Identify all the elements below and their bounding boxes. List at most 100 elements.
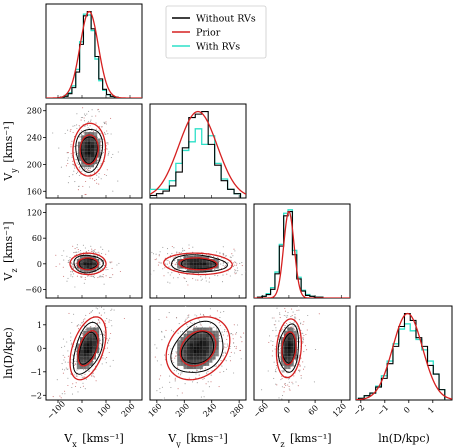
scatter-point (288, 326, 290, 328)
density-cell (83, 356, 87, 360)
density-cell (84, 154, 88, 158)
scatter-point (184, 321, 186, 323)
y-axis-label-lnd: ln(D/kpc) (2, 327, 15, 379)
scatter-point (282, 304, 283, 305)
scatter-point (103, 333, 105, 335)
scatter-point (109, 276, 111, 279)
density-cell (89, 353, 93, 357)
scatter-point (196, 369, 198, 371)
scatter-point (172, 263, 174, 265)
scatter-point (276, 335, 278, 337)
scatter-point (272, 344, 274, 346)
scatter-point (88, 250, 90, 252)
scatter-point (100, 306, 103, 308)
scatter-point (251, 335, 252, 336)
scatter-point (188, 244, 190, 246)
scatter-point (90, 250, 92, 252)
scatter-point (91, 310, 94, 312)
scatter-point (209, 314, 211, 316)
density-cell (80, 265, 84, 269)
density-cell (190, 343, 194, 347)
scatter-point (85, 369, 87, 371)
y-tick-label: 60 (32, 234, 42, 243)
scatter-point (110, 117, 112, 119)
density-cell (89, 268, 93, 272)
scatter-point (75, 364, 77, 366)
legend-label: Prior (196, 28, 221, 39)
scatter-point (60, 166, 62, 168)
scatter-point (106, 130, 108, 132)
scatter-point (113, 309, 115, 311)
density-cell (215, 330, 219, 334)
scatter-point (92, 130, 94, 133)
scatter-point (177, 388, 179, 390)
scatter-point (241, 274, 243, 276)
scatter-point (205, 275, 207, 277)
scatter-point (279, 317, 281, 319)
marginal-panel-vx (45, 3, 143, 99)
scatter-point (174, 357, 176, 359)
density-cell (196, 327, 200, 331)
scatter-point (98, 319, 100, 321)
scatter-point (96, 161, 99, 164)
density-cell (186, 259, 190, 263)
scatter-point (61, 346, 63, 348)
scatter-point (201, 278, 203, 280)
scatter-point (161, 339, 163, 341)
scatter-point (107, 142, 109, 144)
scatter-point (302, 341, 304, 343)
scatter-point (235, 269, 237, 272)
scatter-point (191, 323, 193, 325)
scatter-point (106, 266, 108, 268)
scatter-point (76, 152, 78, 155)
scatter-point (91, 128, 93, 130)
x-tick-label: 120 (331, 402, 348, 419)
scatter-point (158, 255, 160, 257)
scatter-point (97, 160, 99, 162)
scatter-point (98, 176, 100, 178)
scatter-point (159, 391, 161, 394)
scatter-point (197, 279, 199, 281)
y-tick-label: 0 (37, 260, 42, 269)
scatter-point (235, 348, 237, 350)
scatter-point (103, 265, 105, 267)
marginal-panel-lnd (355, 305, 453, 401)
without-rvs-contour-outer (277, 323, 299, 373)
density-cell (209, 333, 213, 338)
scatter-point (293, 328, 296, 330)
scatter-point (82, 321, 85, 323)
prior-contour-inner (281, 331, 297, 366)
density-cell (76, 343, 80, 347)
density-cell (212, 346, 216, 350)
scatter-point (100, 260, 102, 262)
y-tick-label: 1 (37, 321, 42, 330)
scatter-point (180, 331, 182, 333)
scatter-point (209, 326, 211, 328)
density-cell (212, 337, 216, 341)
density-cell (287, 365, 291, 370)
scatter-point (290, 316, 292, 318)
density-cell (90, 132, 94, 136)
prior-contour-inner (178, 257, 218, 271)
density-cell (180, 353, 184, 357)
panel-frame (253, 305, 351, 401)
scatter-point (208, 281, 210, 283)
density-cell (206, 268, 210, 272)
density-cell (183, 340, 187, 344)
density-cell (280, 359, 285, 363)
scatter-point (71, 386, 73, 389)
scatter-point (300, 375, 302, 377)
scatter-point (185, 269, 187, 271)
density-cell (190, 337, 194, 341)
scatter-point (70, 271, 72, 273)
scatter-point (193, 325, 195, 327)
scatter-point (108, 321, 110, 323)
scatter-point (174, 256, 176, 258)
scatter-point (72, 265, 74, 267)
scatter-point (106, 342, 109, 344)
scatter-point (174, 264, 176, 266)
scatter-point (222, 252, 224, 254)
scatter-point (169, 262, 171, 264)
scatter-point (78, 167, 80, 169)
density-cell (202, 349, 206, 354)
